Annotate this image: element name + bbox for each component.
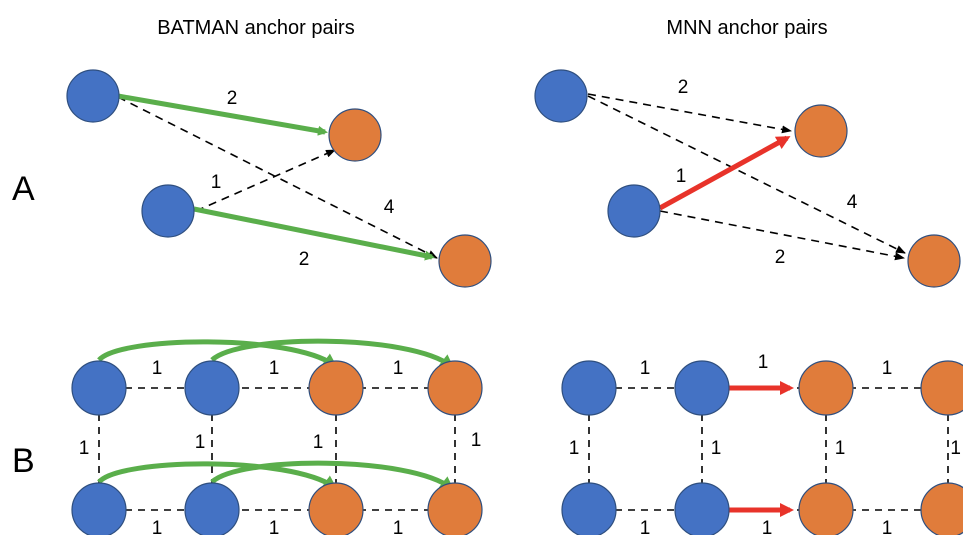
- edge-label: 2: [775, 247, 786, 268]
- node-blue: [561, 482, 617, 535]
- panel-b-label: B: [12, 442, 35, 480]
- edge-label: 1: [79, 438, 90, 459]
- node-orange: [920, 360, 963, 416]
- edge-label: 2: [678, 77, 689, 98]
- node-blue: [71, 360, 127, 416]
- node-orange: [308, 360, 364, 416]
- node-blue: [534, 69, 588, 123]
- node-blue: [607, 184, 661, 238]
- node-blue: [71, 482, 127, 535]
- edge-label: 1: [313, 432, 324, 453]
- edge-label: 1: [882, 358, 893, 379]
- edge-a-right-top: [587, 93, 792, 134]
- node-orange: [427, 482, 483, 535]
- edge-label: 1: [640, 358, 651, 379]
- edge-label: 4: [847, 192, 858, 213]
- edge-label: 1: [758, 352, 769, 373]
- edge-label: 1: [269, 358, 280, 379]
- node-orange: [328, 108, 382, 162]
- edge-label: 2: [227, 88, 238, 109]
- anchor-b-left-top-2: [210, 338, 455, 369]
- edge-label: 1: [711, 438, 722, 459]
- edge-a-right-cross-down: [587, 95, 906, 254]
- edge-label: 1: [762, 518, 773, 535]
- edge-a-left-cross-down: [117, 96, 438, 259]
- panel-b-mnn: 1 1 1 1 1 1 1 1 1 1: [561, 352, 963, 535]
- edge-label: 1: [950, 438, 961, 459]
- anchor-b-left-top-1: [97, 339, 338, 368]
- edge-label: 1: [676, 166, 687, 187]
- edge-label: 1: [393, 518, 404, 535]
- edge-label: 1: [393, 358, 404, 379]
- node-orange: [907, 234, 961, 288]
- node-orange: [920, 482, 963, 535]
- edge-label: 1: [195, 432, 206, 453]
- node-orange: [438, 234, 492, 288]
- node-blue: [561, 360, 617, 416]
- node-blue: [674, 482, 730, 535]
- anchor-b-left-bottom-2: [210, 460, 455, 491]
- node-blue: [184, 482, 240, 535]
- panel-b-batman: 1 1 1 1 1 1 1 1 1 1: [71, 338, 483, 535]
- edge-label: 1: [152, 358, 163, 379]
- node-orange: [798, 360, 854, 416]
- node-blue: [66, 69, 120, 123]
- node-blue: [141, 184, 195, 238]
- node-orange: [794, 104, 848, 158]
- edge-a-left-cross-up: [195, 149, 336, 212]
- anchor-a-left-bottom: [193, 206, 435, 261]
- edge-label: 1: [471, 430, 482, 451]
- edge-label: 1: [569, 438, 580, 459]
- anchor-a-right-red: [658, 135, 791, 211]
- node-blue: [674, 360, 730, 416]
- panel-a-batman: 2 1 4 2: [66, 69, 492, 288]
- node-orange: [798, 482, 854, 535]
- edge-label: 2: [299, 249, 310, 270]
- edge-label: 4: [384, 197, 395, 218]
- edge-label: 1: [269, 518, 280, 535]
- node-blue: [184, 360, 240, 416]
- edge-label: 1: [640, 518, 651, 535]
- edge-label: 1: [882, 518, 893, 535]
- node-orange: [308, 482, 364, 535]
- anchor-b-left-bottom-1: [97, 461, 338, 490]
- batman-title: BATMAN anchor pairs: [157, 17, 354, 39]
- panel-a-mnn: 2 1 4 2: [534, 69, 961, 288]
- anchor-a-left-top: [117, 93, 328, 136]
- edge-label: 1: [211, 172, 222, 193]
- mnn-title: MNN anchor pairs: [666, 17, 827, 39]
- edge-label: 1: [152, 518, 163, 535]
- panel-a-label: A: [12, 170, 35, 208]
- node-orange: [427, 360, 483, 416]
- edge-label: 1: [835, 438, 846, 459]
